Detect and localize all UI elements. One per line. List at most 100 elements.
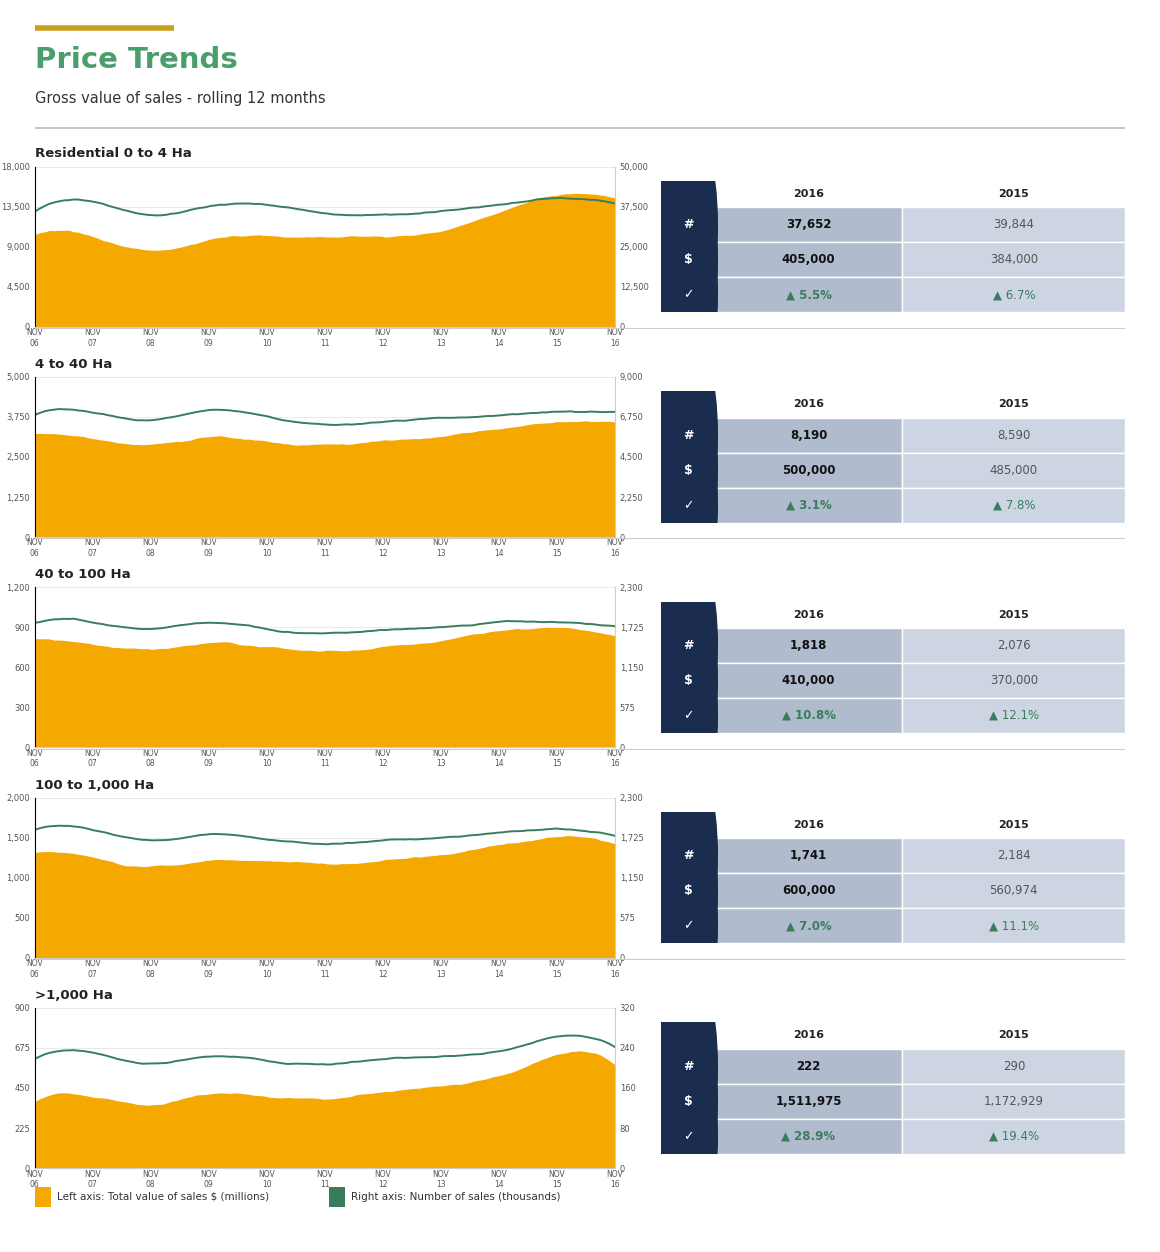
Text: 2,184: 2,184 [998,849,1030,863]
Text: $: $ [683,253,693,267]
Text: 2015: 2015 [999,610,1029,620]
Text: 370,000: 370,000 [989,674,1038,687]
Ellipse shape [658,328,718,542]
Ellipse shape [658,1029,718,1243]
Text: 1,818: 1,818 [790,639,827,652]
Text: ✓: ✓ [682,288,694,302]
Text: 222: 222 [796,1059,821,1073]
Text: 39,844: 39,844 [993,218,1035,232]
Text: 2,076: 2,076 [998,639,1030,652]
Bar [902,1084,1125,1118]
Text: Price Trends: Price Trends [35,45,238,74]
Bar [715,418,902,453]
Text: ✓: ✓ [682,709,694,722]
Text: ▲ 3.1%: ▲ 3.1% [785,498,832,512]
Text: ✓: ✓ [682,919,694,933]
Text: 37,652: 37,652 [785,218,832,232]
Bar [902,418,1125,453]
Bar [902,1118,1125,1153]
Bar [715,487,902,522]
Text: $: $ [683,674,693,687]
Ellipse shape [658,538,718,752]
Ellipse shape [658,153,718,367]
Text: ✓: ✓ [682,1129,694,1143]
Text: 1,172,929: 1,172,929 [984,1094,1044,1108]
Ellipse shape [658,188,718,402]
Text: #: # [682,639,694,652]
Text: 500,000: 500,000 [782,463,835,477]
Ellipse shape [658,959,718,1173]
Bar [329,1187,346,1207]
Ellipse shape [658,784,718,998]
Text: 8,190: 8,190 [790,428,827,442]
Text: 2016: 2016 [793,610,824,620]
Bar [902,1049,1125,1084]
Bar [715,697,902,732]
Text: ▲ 7.0%: ▲ 7.0% [785,919,832,933]
Bar [715,208,902,243]
Text: #: # [682,218,694,232]
Bar [902,453,1125,487]
Bar [715,1049,902,1084]
Text: 485,000: 485,000 [989,463,1038,477]
Text: 410,000: 410,000 [782,674,835,687]
Text: 2015: 2015 [999,820,1029,830]
Bar [715,1118,902,1153]
Bar [902,277,1125,312]
Bar [902,874,1125,908]
Text: 40 to 100 Ha: 40 to 100 Ha [35,568,130,581]
Text: $: $ [683,884,693,898]
Bar [902,664,1125,697]
Text: Residential 0 to 4 Ha: Residential 0 to 4 Ha [35,148,191,160]
Text: ▲ 11.1%: ▲ 11.1% [988,919,1039,933]
Text: ▲ 19.4%: ▲ 19.4% [988,1129,1039,1143]
Text: ▲ 5.5%: ▲ 5.5% [785,288,832,302]
Text: $: $ [683,1094,693,1108]
Text: 405,000: 405,000 [782,253,835,267]
Bar [715,1084,902,1118]
Ellipse shape [658,994,718,1208]
Ellipse shape [658,608,718,823]
Bar [715,874,902,908]
Text: 2016: 2016 [793,820,824,830]
Text: ▲ 7.8%: ▲ 7.8% [993,498,1035,512]
Text: ▲ 28.9%: ▲ 28.9% [782,1129,835,1143]
Bar [715,277,902,312]
Text: #: # [682,849,694,863]
Text: #: # [682,1059,694,1073]
Ellipse shape [658,573,718,788]
Text: ▲ 12.1%: ▲ 12.1% [988,709,1039,722]
Text: 384,000: 384,000 [989,253,1038,267]
Text: Right axis: Number of sales (thousands): Right axis: Number of sales (thousands) [351,1192,561,1202]
Text: ▲ 6.7%: ▲ 6.7% [993,288,1035,302]
Bar [902,243,1125,277]
Bar [715,908,902,943]
Text: Left axis: Total value of sales $ (millions): Left axis: Total value of sales $ (milli… [58,1192,269,1202]
Bar [715,629,902,664]
Ellipse shape [658,749,718,963]
Bar [902,208,1125,243]
Text: 2016: 2016 [793,189,824,199]
Text: 560,974: 560,974 [989,884,1038,898]
Text: $: $ [683,463,693,477]
Text: Gross value of sales - rolling 12 months: Gross value of sales - rolling 12 months [35,91,326,105]
Text: 2016: 2016 [793,1030,824,1040]
Bar [902,908,1125,943]
Text: 2015: 2015 [999,1030,1029,1040]
Bar [902,629,1125,664]
Text: 2016: 2016 [793,399,824,409]
Bar [35,1187,51,1207]
Text: 8,590: 8,590 [998,428,1030,442]
Ellipse shape [658,819,718,1033]
Bar [715,839,902,874]
Text: >1,000 Ha: >1,000 Ha [35,989,113,1002]
Bar [715,453,902,487]
Ellipse shape [658,118,718,332]
Text: 2015: 2015 [999,189,1029,199]
Text: 600,000: 600,000 [782,884,835,898]
Text: 1,511,975: 1,511,975 [775,1094,842,1108]
Text: #: # [682,428,694,442]
Text: 1,741: 1,741 [790,849,827,863]
Text: 4 to 40 Ha: 4 to 40 Ha [35,358,113,371]
Text: 2015: 2015 [999,399,1029,409]
